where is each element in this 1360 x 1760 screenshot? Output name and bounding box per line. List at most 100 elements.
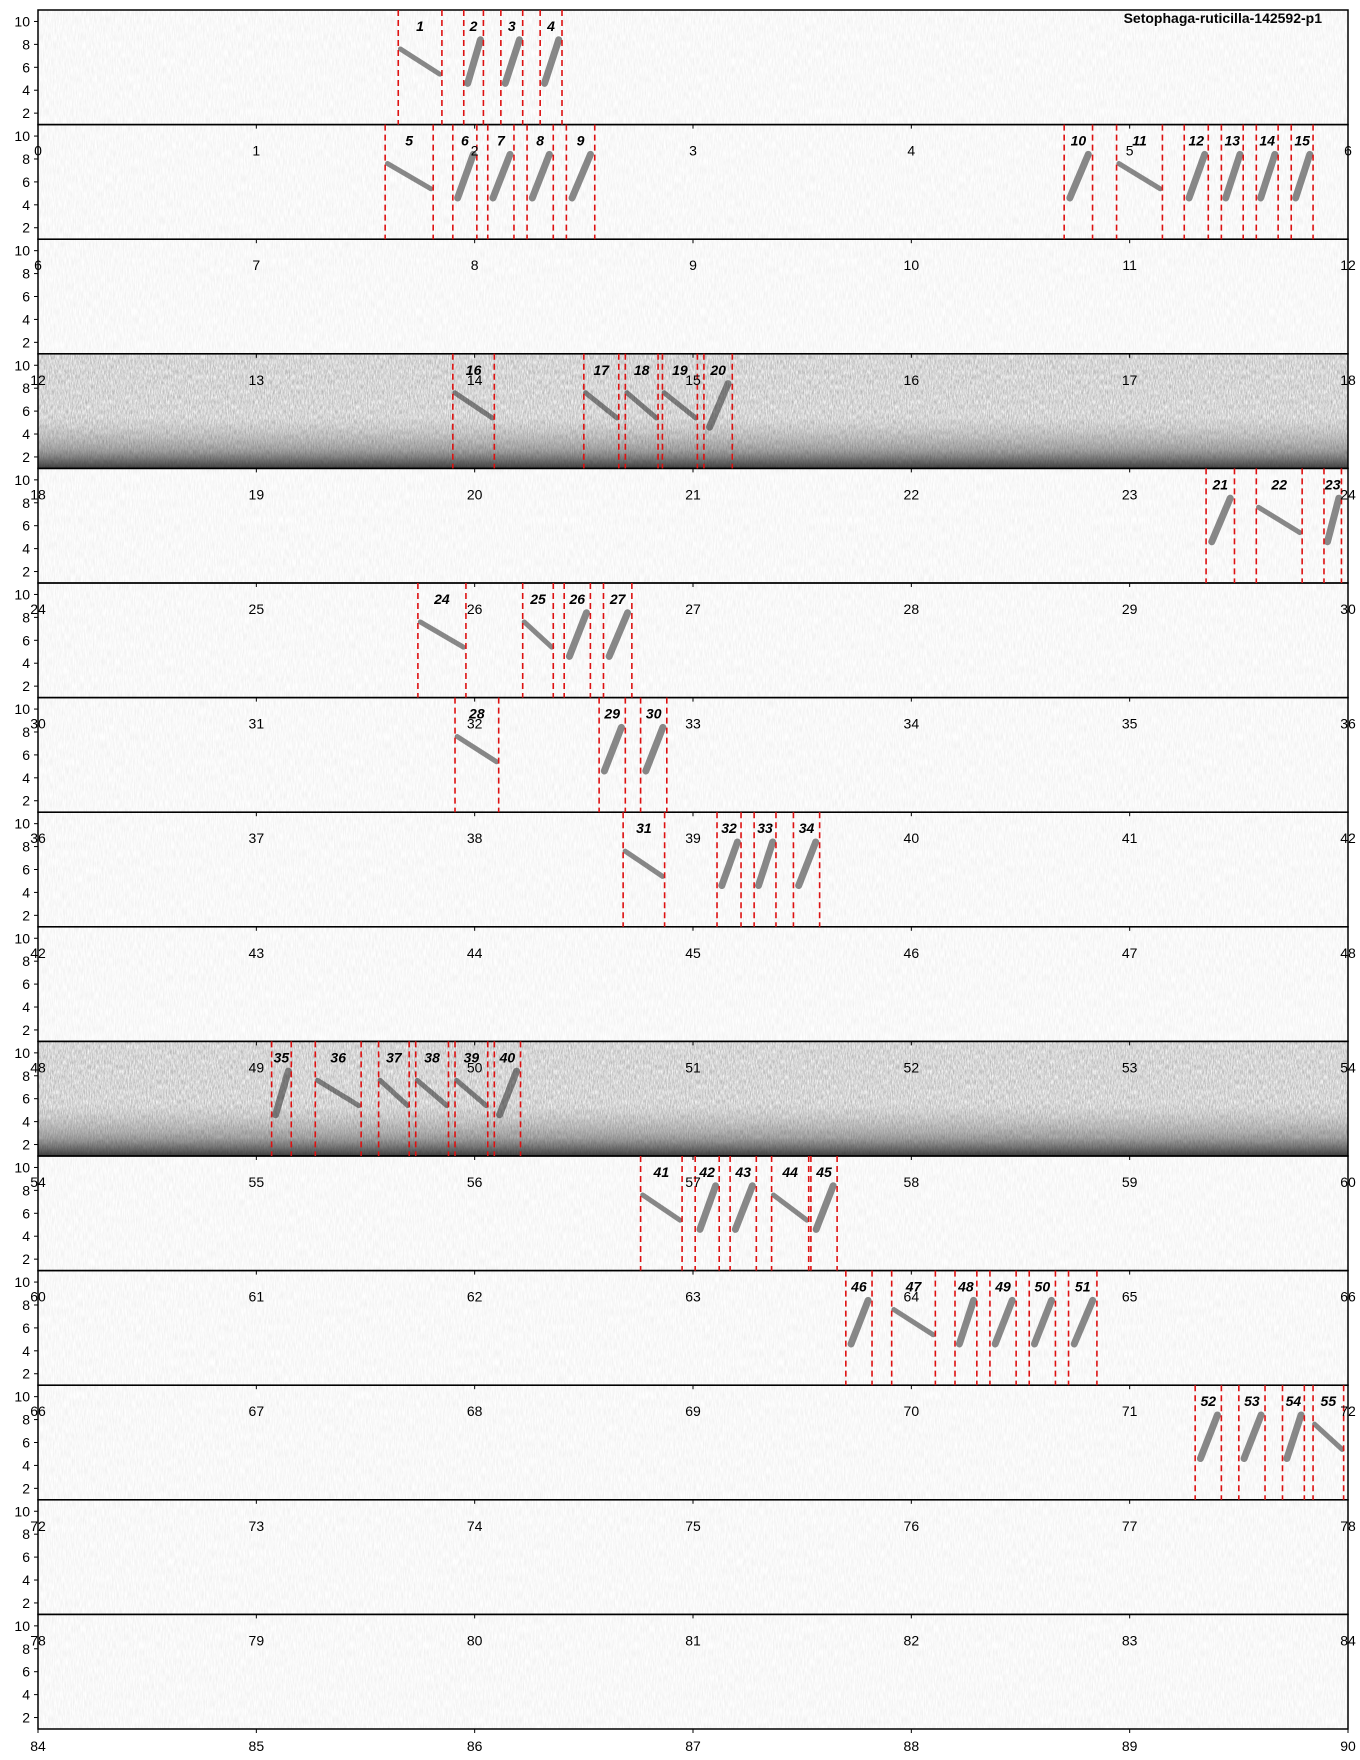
song-element bbox=[622, 848, 666, 879]
time-tick-label: 45 bbox=[685, 945, 701, 961]
y-tick-label: 6 bbox=[22, 1205, 30, 1221]
time-tick-label: 21 bbox=[685, 486, 701, 502]
y-tick-label: 10 bbox=[14, 930, 30, 946]
y-tick-label: 6 bbox=[22, 289, 30, 305]
spectrogram-row bbox=[38, 1270, 1348, 1386]
segment-label: 2 bbox=[469, 18, 478, 34]
song-element bbox=[1256, 504, 1303, 536]
y-tick-label: 8 bbox=[22, 839, 30, 855]
y-tick-label: 10 bbox=[14, 1389, 30, 1405]
segment-label: 33 bbox=[757, 820, 773, 836]
time-tick-label: 11 bbox=[1122, 257, 1137, 273]
song-element bbox=[528, 150, 553, 202]
time-tick-label: 61 bbox=[249, 1289, 265, 1305]
segment-label: 35 bbox=[274, 1049, 290, 1065]
time-tick-label: 30 bbox=[1340, 601, 1356, 617]
song-element bbox=[452, 390, 495, 421]
time-tick-label: 46 bbox=[904, 945, 920, 961]
y-tick-label: 10 bbox=[14, 1045, 30, 1061]
time-tick-label: 82 bbox=[904, 1632, 920, 1648]
spectrogram-rows: 2468102468102468102468102468102468102468… bbox=[14, 9, 1356, 1754]
segment-label: 47 bbox=[905, 1279, 923, 1295]
y-tick-label: 8 bbox=[22, 151, 30, 167]
time-tick-label: 3 bbox=[689, 143, 697, 159]
time-tick-label: 20 bbox=[467, 486, 483, 502]
y-tick-label: 8 bbox=[22, 1641, 30, 1657]
time-tick-label: 6 bbox=[34, 257, 42, 273]
time-tick-label: 68 bbox=[467, 1403, 483, 1419]
song-element bbox=[583, 390, 620, 421]
time-tick-label: 55 bbox=[249, 1174, 265, 1190]
y-tick-label: 8 bbox=[22, 1182, 30, 1198]
y-tick-label: 4 bbox=[22, 311, 30, 327]
segment-label: 48 bbox=[957, 1279, 974, 1295]
y-tick-label: 2 bbox=[22, 1137, 30, 1153]
time-tick-label: 66 bbox=[30, 1403, 46, 1419]
y-tick-label: 10 bbox=[14, 701, 30, 717]
song-element bbox=[385, 161, 434, 192]
spectrogram-row bbox=[38, 124, 1348, 240]
spectrogram-row bbox=[38, 10, 1348, 125]
song-element bbox=[1257, 150, 1279, 202]
time-tick-label: 87 bbox=[685, 1738, 701, 1754]
y-tick-label: 4 bbox=[22, 1228, 30, 1244]
y-tick-label: 2 bbox=[22, 793, 30, 809]
y-tick-label: 2 bbox=[22, 907, 30, 923]
time-tick-label: 56 bbox=[467, 1174, 483, 1190]
y-tick-label: 10 bbox=[14, 1503, 30, 1519]
noise-texture bbox=[38, 239, 1348, 354]
time-tick-label: 22 bbox=[904, 486, 920, 502]
time-tick-label: 48 bbox=[30, 1059, 46, 1075]
y-tick-label: 2 bbox=[22, 1366, 30, 1382]
time-tick-label: 38 bbox=[467, 830, 483, 846]
time-tick-label: 60 bbox=[30, 1289, 46, 1305]
song-element bbox=[496, 1067, 521, 1119]
noise-texture bbox=[38, 697, 1348, 813]
spectrogram-row bbox=[38, 1614, 1348, 1729]
segment-label: 32 bbox=[721, 820, 737, 836]
time-tick-label: 53 bbox=[1122, 1059, 1138, 1075]
time-tick-label: 42 bbox=[30, 945, 46, 961]
y-tick-label: 6 bbox=[22, 518, 30, 534]
time-tick-label: 41 bbox=[1122, 830, 1138, 846]
segment-label: 41 bbox=[653, 1164, 670, 1180]
time-tick-label: 83 bbox=[1122, 1632, 1138, 1648]
song-element bbox=[891, 1307, 936, 1338]
y-tick-label: 8 bbox=[22, 495, 30, 511]
song-element bbox=[1292, 150, 1314, 202]
time-tick-label: 89 bbox=[1122, 1738, 1138, 1754]
time-tick-label: 69 bbox=[685, 1403, 701, 1419]
y-tick-label: 10 bbox=[14, 1159, 30, 1175]
time-tick-label: 72 bbox=[1340, 1403, 1356, 1419]
time-tick-label: 47 bbox=[1122, 945, 1138, 961]
song-element bbox=[1283, 1411, 1305, 1463]
time-tick-label: 51 bbox=[685, 1059, 701, 1075]
song-element bbox=[377, 1077, 411, 1109]
segment-label: 13 bbox=[1224, 133, 1240, 149]
segment-label: 28 bbox=[468, 706, 485, 722]
song-element bbox=[812, 1182, 837, 1233]
segment-label: 17 bbox=[594, 362, 611, 378]
noise-texture bbox=[38, 10, 1348, 125]
time-tick-label: 52 bbox=[904, 1059, 920, 1075]
y-tick-label: 10 bbox=[14, 816, 30, 832]
spectrogram-row bbox=[38, 697, 1348, 813]
song-element bbox=[454, 734, 499, 765]
spectrogram-row bbox=[38, 239, 1348, 354]
time-tick-label: 8 bbox=[471, 257, 479, 273]
y-tick-label: 10 bbox=[14, 472, 30, 488]
segment-label: 44 bbox=[781, 1164, 798, 1180]
segment-label: 25 bbox=[529, 591, 546, 607]
segment-label: 22 bbox=[1270, 476, 1287, 492]
time-tick-label: 24 bbox=[1340, 486, 1356, 502]
segment-label: 4 bbox=[546, 18, 555, 34]
y-tick-label: 2 bbox=[22, 449, 30, 465]
song-element bbox=[565, 609, 590, 660]
spectrogram-row bbox=[38, 1385, 1348, 1500]
time-tick-label: 29 bbox=[1122, 601, 1138, 617]
low-frequency-band bbox=[38, 1104, 1348, 1156]
y-tick-label: 6 bbox=[22, 862, 30, 878]
y-tick-label: 8 bbox=[22, 36, 30, 52]
song-element bbox=[1116, 161, 1163, 192]
